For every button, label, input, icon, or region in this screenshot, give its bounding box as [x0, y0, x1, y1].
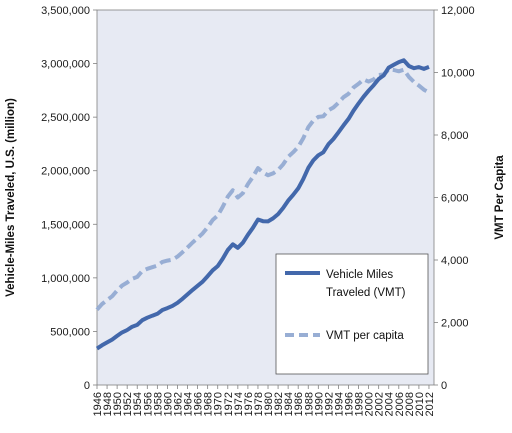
- x-tick-label: 2010: [414, 392, 426, 416]
- x-tick-label: 1960: [162, 392, 174, 416]
- x-tick-label: 1956: [142, 392, 154, 416]
- x-tick-label: 1994: [333, 392, 345, 416]
- x-tick-label: 1972: [223, 392, 235, 416]
- y2-tick-label: 2,000: [441, 318, 469, 330]
- y-tick-label: 3,000,000: [41, 59, 90, 71]
- y2-axis-ticks: 0 2,000 4,000 6,000 8,000 10,000 12,000: [434, 5, 475, 392]
- x-tick-label: 1968: [203, 392, 215, 416]
- x-tick-label: 1998: [354, 392, 366, 416]
- legend-label-vmt-line1: Vehicle Miles: [326, 269, 393, 281]
- x-tick-label: 1992: [323, 392, 335, 416]
- y2-axis-title: VMT Per Capita: [494, 155, 506, 240]
- series-layer: [95, 58, 430, 351]
- x-tick-label: 1996: [343, 392, 355, 416]
- y2-tick-label: 6,000: [441, 193, 469, 205]
- y-axis-title: Vehicle-Miles Traveled, U.S. (million): [5, 98, 17, 297]
- y2-tick-label: 12,000: [441, 5, 475, 17]
- x-tick-label: 1986: [293, 392, 305, 416]
- y-axis-ticks: 0 500,000 1,000,000 1,500,000 2,000,000 2,500…: [41, 5, 97, 392]
- y-tick-label: 2,500,000: [41, 112, 90, 124]
- x-tick-label: 1954: [132, 392, 144, 416]
- y-tick-label: 2,000,000: [41, 166, 90, 178]
- x-tick-label: 2008: [404, 392, 416, 416]
- x-tick-label: 2012: [424, 392, 436, 416]
- x-tick-label: 1974: [233, 392, 245, 416]
- y-tick-label: 1,500,000: [41, 219, 90, 231]
- x-tick-label: 1952: [122, 392, 134, 416]
- x-tick-label: 1962: [172, 392, 184, 416]
- x-tick-label: 1970: [213, 392, 225, 416]
- x-tick-label: 1966: [193, 392, 205, 416]
- x-tick-label: 1980: [263, 392, 275, 416]
- x-tick-label: 1990: [313, 392, 325, 416]
- x-tick-label: 2006: [394, 392, 406, 416]
- legend-label-per-capita: VMT per capita: [326, 330, 404, 342]
- x-tick-label: 1964: [183, 392, 195, 416]
- y2-tick-label: 0: [441, 380, 447, 392]
- x-tick-label: 1948: [102, 392, 114, 416]
- legend: Vehicle Miles Traveled (VMT) VMT per cap…: [275, 253, 429, 375]
- y2-tick-label: 10,000: [441, 68, 475, 80]
- y-tick-label: 0: [84, 380, 90, 392]
- y2-tick-label: 4,000: [441, 255, 469, 267]
- x-tick-label: 1984: [283, 392, 295, 416]
- x-tick-label: 1958: [152, 392, 164, 416]
- y-tick-label: 3,500,000: [41, 5, 90, 17]
- series-line-vmt-per-capita: [95, 67, 430, 312]
- x-tick-label: 2004: [384, 392, 396, 416]
- x-axis-ticks: 1946194819501952195419561958196019621964…: [92, 385, 436, 416]
- y-tick-label: 500,000: [50, 326, 90, 338]
- x-tick-label: 1978: [253, 392, 265, 416]
- x-tick-label: 1982: [273, 392, 285, 416]
- legend-label-vmt-line2: Traveled (VMT): [326, 287, 406, 299]
- x-tick-label: 1950: [112, 392, 124, 416]
- x-tick-label: 1976: [243, 392, 255, 416]
- x-tick-label: 1946: [92, 392, 104, 416]
- y2-tick-label: 8,000: [441, 130, 469, 142]
- x-tick-label: 2000: [364, 392, 376, 416]
- series-line-vmt: [95, 58, 430, 351]
- y-tick-label: 1,000,000: [41, 273, 90, 285]
- x-tick-label: 2002: [374, 392, 386, 416]
- x-tick-label: 1988: [303, 392, 315, 416]
